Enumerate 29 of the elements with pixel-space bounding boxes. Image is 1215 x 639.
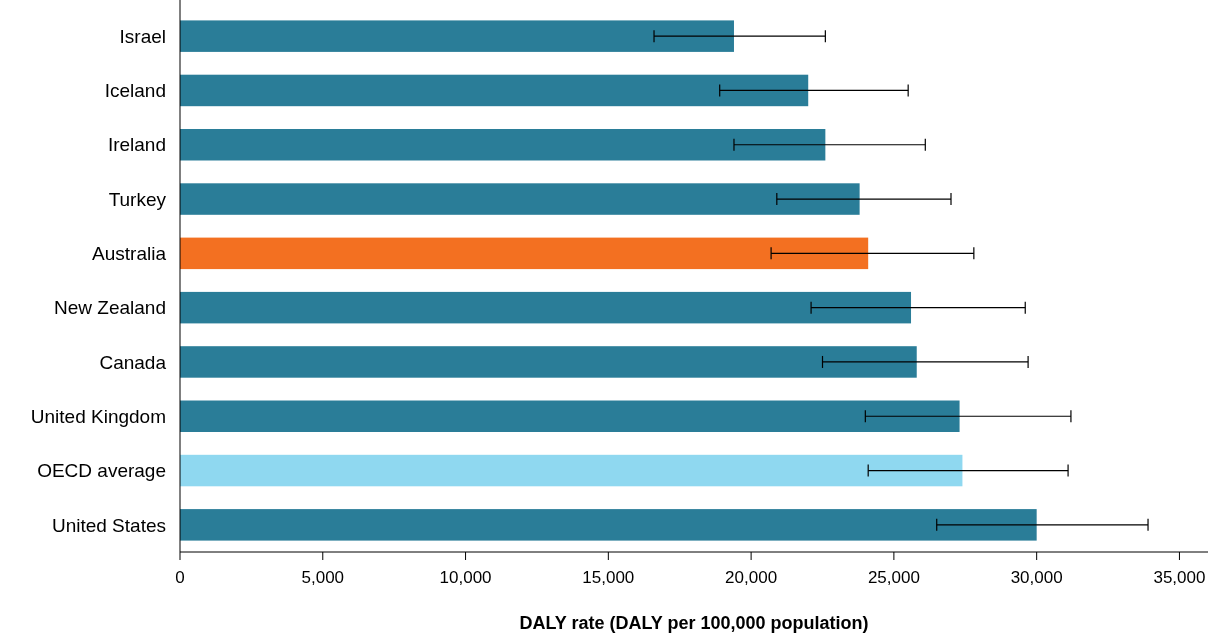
- x-tick-label: 5,000: [301, 568, 345, 587]
- x-tick-label: 0: [175, 568, 185, 587]
- bar: [180, 454, 963, 487]
- y-tick-label: New Zealand: [54, 297, 166, 319]
- y-tick-label: Ireland: [107, 134, 166, 156]
- x-tick-label: 15,000: [582, 568, 635, 587]
- y-tick-label: Canada: [99, 351, 167, 373]
- bar: [180, 129, 826, 161]
- y-tick-label: Iceland: [104, 80, 166, 102]
- x-tick-label: 10,000: [439, 568, 492, 587]
- x-tick-label: 25,000: [867, 568, 920, 587]
- y-tick-label: Turkey: [108, 188, 167, 210]
- x-tick-label: 30,000: [1010, 568, 1063, 587]
- bar: [180, 74, 809, 107]
- bar: [180, 346, 917, 378]
- bar: [180, 400, 960, 432]
- y-tick-label: Israel: [119, 25, 166, 47]
- y-tick-label: United Kingdom: [30, 405, 166, 427]
- y-tick-label: Australia: [92, 243, 167, 264]
- bar: [180, 20, 734, 52]
- x-tick-label: 20,000: [725, 568, 778, 587]
- bar: [180, 237, 869, 270]
- bar: [180, 291, 912, 324]
- y-tick-label: OECD average: [37, 460, 166, 482]
- x-axis-title: DALY rate (DALY per 100,000 population): [519, 613, 869, 633]
- bar: [180, 509, 1037, 541]
- bar: [180, 183, 860, 215]
- y-tick-label: United States: [51, 514, 166, 536]
- x-tick-label: 35,000: [1153, 568, 1206, 587]
